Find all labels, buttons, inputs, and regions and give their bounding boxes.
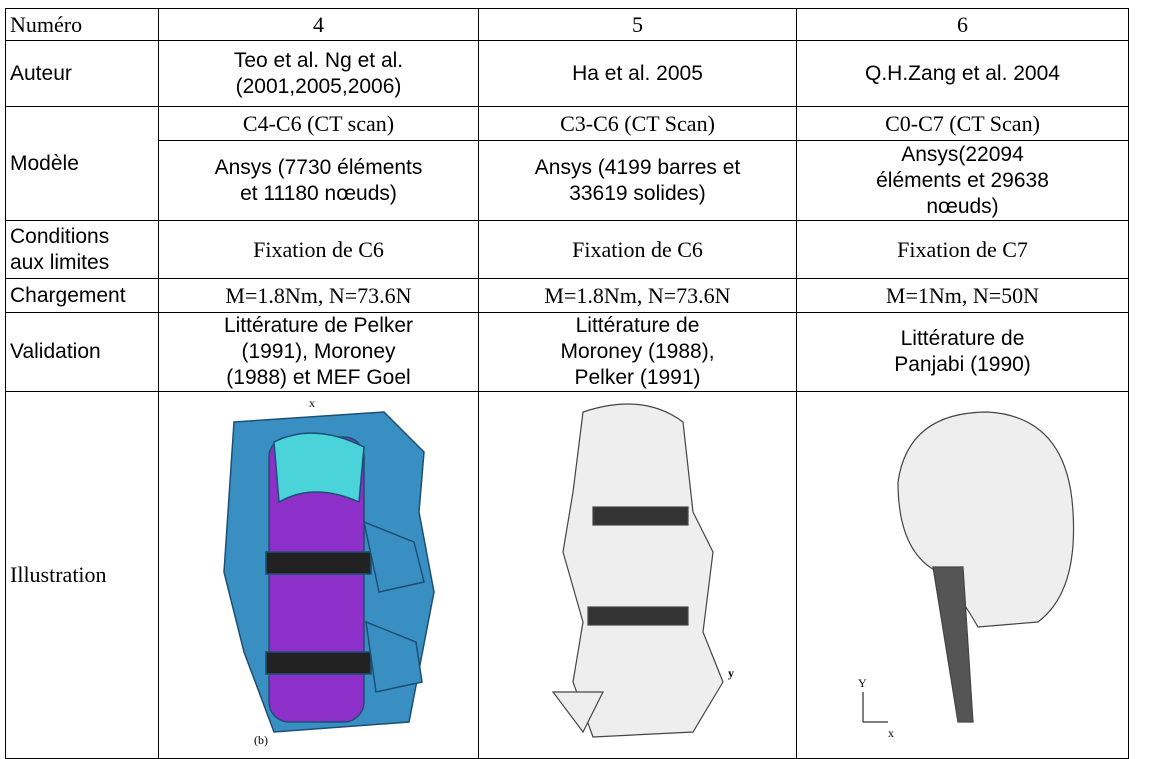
- text-line: Moroney (1988),: [560, 340, 715, 363]
- text-line: (1988) et MEF Goel: [226, 366, 411, 389]
- cell: Ha et al. 2005: [478, 40, 797, 107]
- cell: x (b): [158, 391, 479, 759]
- row-label: Auteur: [5, 40, 159, 107]
- text-line: Littérature de: [900, 327, 1025, 350]
- row-label: Conditions aux limites: [5, 220, 159, 279]
- cell: Fixation de C6: [158, 220, 479, 279]
- cell: M=1Nm, N=50N: [796, 278, 1129, 313]
- row-modele-scan: Modèle C4-C6 (CT scan) C3-C6 (CT Scan) C…: [5, 106, 1129, 221]
- row-label: Illustration: [5, 391, 159, 759]
- row-auteur: Auteur Teo et al. Ng et al. (2001,2005,20…: [5, 40, 1129, 107]
- text-line: Littérature de Pelker: [223, 314, 414, 337]
- cell: y: [478, 391, 797, 759]
- text-line: nœuds): [926, 194, 999, 218]
- cell: Littérature de Pelker (1991), Moroney (198…: [158, 312, 479, 392]
- cell: Littérature de Panjabi (1990): [796, 312, 1129, 392]
- illustration-spine-grey: y: [551, 403, 734, 738]
- cell: Littérature de Moroney (1988), Pelker (199…: [478, 312, 797, 392]
- illustration-skull: Y x: [858, 411, 1074, 740]
- row-label: Chargement: [5, 278, 159, 313]
- cell: Fixation de C6: [478, 220, 797, 279]
- illustration-text: Y: [858, 676, 867, 690]
- text-line: Conditions: [10, 224, 110, 248]
- row-chargement: Chargement M=1.8Nm, N=73.6N M=1.8Nm, N=7…: [5, 278, 1129, 313]
- cell: Y x: [796, 391, 1129, 759]
- text-line: Ansys (7730 éléments: [214, 155, 423, 179]
- text-line: Ansys(22094: [901, 142, 1024, 166]
- cell: Ansys (7730 éléments et 11180 nœuds): [158, 140, 479, 221]
- row-illustration: Illustration x (b) y: [5, 391, 1129, 759]
- illustration-text: x: [309, 396, 315, 410]
- cell: C0-C7 (CT Scan): [796, 106, 1129, 141]
- row-numero: Numéro 4 5 6: [5, 8, 1129, 41]
- text-line: Teo et al. Ng et al.: [233, 48, 404, 72]
- text-line: Ansys (4199 barres et: [534, 155, 741, 179]
- text-line: (1991), Moroney: [241, 340, 396, 363]
- cell: M=1.8Nm, N=73.6N: [158, 278, 479, 313]
- cell: 5: [478, 8, 797, 41]
- cell: C3-C6 (CT Scan): [478, 106, 797, 141]
- text-line: 33619 solides): [569, 181, 706, 205]
- cell: 4: [158, 8, 479, 41]
- text-line: aux limites: [10, 250, 110, 274]
- text-line: éléments et 29638: [876, 168, 1049, 192]
- comparison-table: Numéro 4 5 6 Auteur Teo et al. Ng et al.…: [5, 8, 1129, 759]
- cell: Q.H.Zang et al. 2004: [796, 40, 1129, 107]
- text-line: Pelker (1991): [574, 366, 701, 389]
- cell: Fixation de C7: [796, 220, 1129, 279]
- text-line: Panjabi (1990): [894, 353, 1031, 376]
- row-label: Modèle: [5, 106, 159, 221]
- illustration-text: y: [728, 666, 734, 680]
- illustration-text: (b): [254, 733, 268, 747]
- cell: Teo et al. Ng et al. (2001,2005,2006): [158, 40, 479, 107]
- text-line: Littérature de: [575, 314, 700, 337]
- text-line: Ha et al. 2005: [572, 61, 703, 85]
- illustration-text: x: [888, 726, 894, 740]
- cell: Ansys(22094 éléments et 29638 nœuds): [796, 140, 1129, 221]
- row-label: Validation: [5, 312, 159, 392]
- row-label: Numéro: [5, 8, 159, 41]
- illustration-spine-blue: x (b): [222, 396, 435, 747]
- row-conditions: Conditions aux limites Fixation de C6 Fix…: [5, 220, 1129, 279]
- text-line: (2001,2005,2006): [235, 74, 402, 98]
- row-validation: Validation Littérature de Pelker (1991), …: [5, 312, 1129, 392]
- text-line: et 11180 nœuds): [240, 181, 397, 205]
- cell: Ansys (4199 barres et 33619 solides): [478, 140, 797, 221]
- cell: M=1.8Nm, N=73.6N: [478, 278, 797, 313]
- cell: C4-C6 (CT scan): [158, 106, 479, 141]
- text-line: Q.H.Zang et al. 2004: [865, 61, 1060, 85]
- row-modele-ansys: Ansys (7730 éléments et 11180 nœuds) Ansy…: [6, 140, 1129, 221]
- cell: 6: [796, 8, 1129, 41]
